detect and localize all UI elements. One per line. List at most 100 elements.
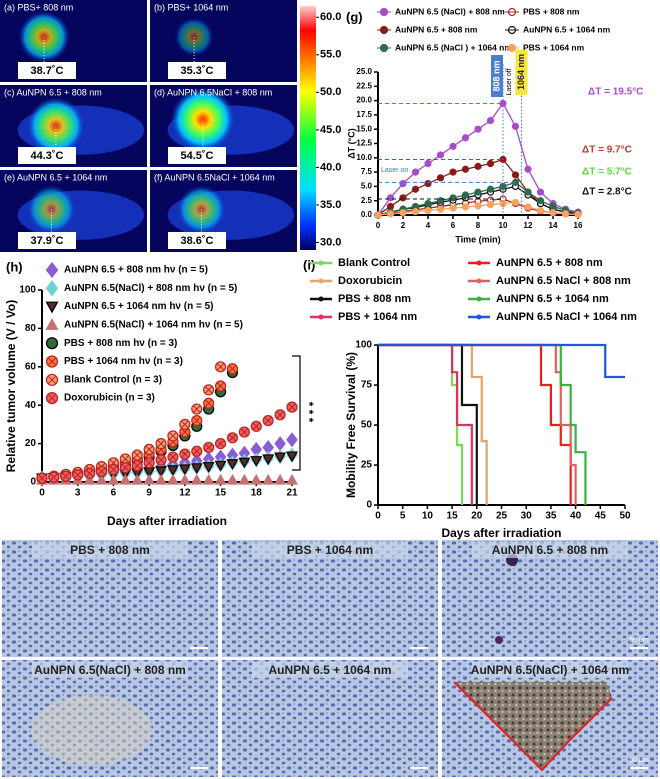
y-tick-label: 0 bbox=[30, 477, 36, 488]
marker-cross bbox=[181, 428, 189, 436]
marker bbox=[424, 159, 432, 168]
y-tick-label: 25.0 bbox=[356, 67, 372, 76]
legend-label: PBS + 1064 nm hν (n = 3) bbox=[64, 356, 183, 367]
marker-cross bbox=[109, 465, 118, 474]
pigment bbox=[495, 636, 503, 644]
marker-cross bbox=[192, 447, 201, 456]
y-axis-label: Mobility Free Survival (%) bbox=[344, 352, 358, 498]
temperature: 35.3˚C bbox=[180, 65, 213, 77]
survival-line bbox=[378, 343, 587, 505]
y-axis-label: Relative tumor volume (V / Vo) bbox=[4, 300, 18, 472]
y-tick-label: 12.5 bbox=[356, 139, 372, 148]
laser-label: 1064 nm bbox=[516, 54, 526, 90]
x-tick-label: 5 bbox=[400, 511, 406, 522]
x-tick-label: 9 bbox=[146, 488, 152, 499]
delta-t-annotation: ΔT = 9.7°C bbox=[582, 145, 632, 156]
significance: * * * bbox=[302, 402, 316, 423]
hot-spot bbox=[27, 97, 85, 155]
marker-cross bbox=[121, 455, 130, 463]
marker bbox=[461, 191, 470, 199]
marker-cross bbox=[252, 422, 261, 431]
marker-cross bbox=[61, 472, 70, 481]
x-tick-label: 35 bbox=[545, 511, 557, 522]
marker bbox=[226, 473, 239, 485]
temperature: 38.6˚C bbox=[180, 235, 213, 247]
marker bbox=[119, 473, 132, 485]
marker bbox=[166, 465, 179, 477]
marker-cross bbox=[47, 393, 57, 403]
marker bbox=[461, 165, 470, 173]
x-tick-label: 10 bbox=[422, 511, 434, 522]
marker-cross bbox=[97, 467, 106, 476]
marker bbox=[274, 436, 286, 452]
legend-label: Blank Control (n = 3) bbox=[64, 374, 162, 385]
legend-marker bbox=[318, 278, 324, 284]
x-tick-label: 0 bbox=[376, 221, 381, 230]
x-tick-label: 45 bbox=[595, 511, 607, 522]
marker-cross bbox=[169, 432, 177, 440]
marker bbox=[474, 188, 482, 196]
marker bbox=[449, 194, 457, 202]
x-tick-label: 4 bbox=[426, 221, 431, 230]
marker bbox=[155, 466, 168, 478]
legend-label: AuNPN 6.5 + 808 nm hν (n = 5) bbox=[64, 265, 208, 276]
temperature: 54.5˚C bbox=[180, 150, 213, 162]
marker-cross bbox=[204, 443, 213, 452]
marker bbox=[449, 204, 457, 212]
marker-cross bbox=[157, 439, 165, 448]
marker bbox=[524, 188, 532, 196]
marker-cross bbox=[50, 473, 58, 482]
marker bbox=[214, 473, 227, 485]
thermal-label: (c) AuNPN 6.5 + 808 nm bbox=[4, 87, 102, 97]
label-backdrop bbox=[32, 662, 188, 678]
histology-image bbox=[222, 660, 438, 777]
pale-region bbox=[32, 695, 152, 765]
marker bbox=[262, 454, 275, 466]
x-tick-label: 8 bbox=[476, 221, 481, 230]
y-tick-label: 60 bbox=[25, 361, 37, 372]
marker-cross bbox=[145, 458, 153, 467]
legend-label: AuNPN 6.5 + 808 nm bbox=[395, 24, 478, 34]
marker bbox=[536, 206, 545, 215]
colorbar-tick-label: 40.0 bbox=[320, 161, 341, 173]
histology-image bbox=[442, 540, 658, 657]
marker bbox=[238, 457, 251, 469]
x-tick-label: 12 bbox=[524, 221, 533, 230]
marker bbox=[486, 185, 495, 193]
histology-label: AuNPN 6.5 + 1064 nm bbox=[268, 663, 391, 677]
legend-label: AuNPN 6.5 + 1064 nm bbox=[496, 293, 609, 305]
necrotic-region bbox=[454, 682, 612, 770]
legend-label: AuNPN 6.5 (NaCl ) + 1064 nm bbox=[395, 42, 512, 52]
histology-label: AuNPN 6.5(NaCl) + 808 nm bbox=[34, 663, 186, 677]
temperature: 37.9˚C bbox=[30, 235, 63, 247]
y-tick-label: 5.0 bbox=[361, 182, 373, 191]
marker bbox=[274, 452, 287, 464]
x-tick-label: 6 bbox=[451, 221, 456, 230]
marker bbox=[45, 280, 59, 297]
marker-cross bbox=[157, 456, 165, 464]
marker bbox=[524, 203, 532, 211]
x-tick-label: 14 bbox=[549, 221, 558, 230]
x-tick-label: 20 bbox=[471, 511, 483, 522]
marker bbox=[549, 202, 557, 211]
marker bbox=[561, 210, 570, 218]
marker-cross bbox=[216, 362, 225, 371]
marker-cross bbox=[181, 450, 189, 459]
marker bbox=[511, 171, 520, 179]
marker bbox=[45, 337, 59, 350]
thermal-label: (d) AuNPN 6.5NaCl + 808 nm bbox=[154, 87, 272, 97]
x-tick-label: 50 bbox=[619, 511, 631, 522]
legend-label: PBS + 1064 nm bbox=[338, 311, 417, 323]
thermal-label: (b) PBS+ 1064 nm bbox=[154, 2, 228, 12]
legend-label: Blank Control bbox=[338, 257, 410, 269]
x-tick-label: 0 bbox=[39, 488, 45, 499]
marker bbox=[386, 202, 395, 211]
marker bbox=[45, 318, 59, 330]
legend-label: PBS + 808 nm hν (n = 3) bbox=[64, 338, 177, 349]
legend-label: Doxorubicin (n = 3) bbox=[64, 393, 155, 404]
colorbar bbox=[300, 6, 316, 250]
marker bbox=[178, 473, 191, 485]
label-backdrop bbox=[472, 662, 628, 678]
legend-label: AuNPN 6.5(NaCl) + 808 nm hν (n = 5) bbox=[64, 283, 237, 294]
